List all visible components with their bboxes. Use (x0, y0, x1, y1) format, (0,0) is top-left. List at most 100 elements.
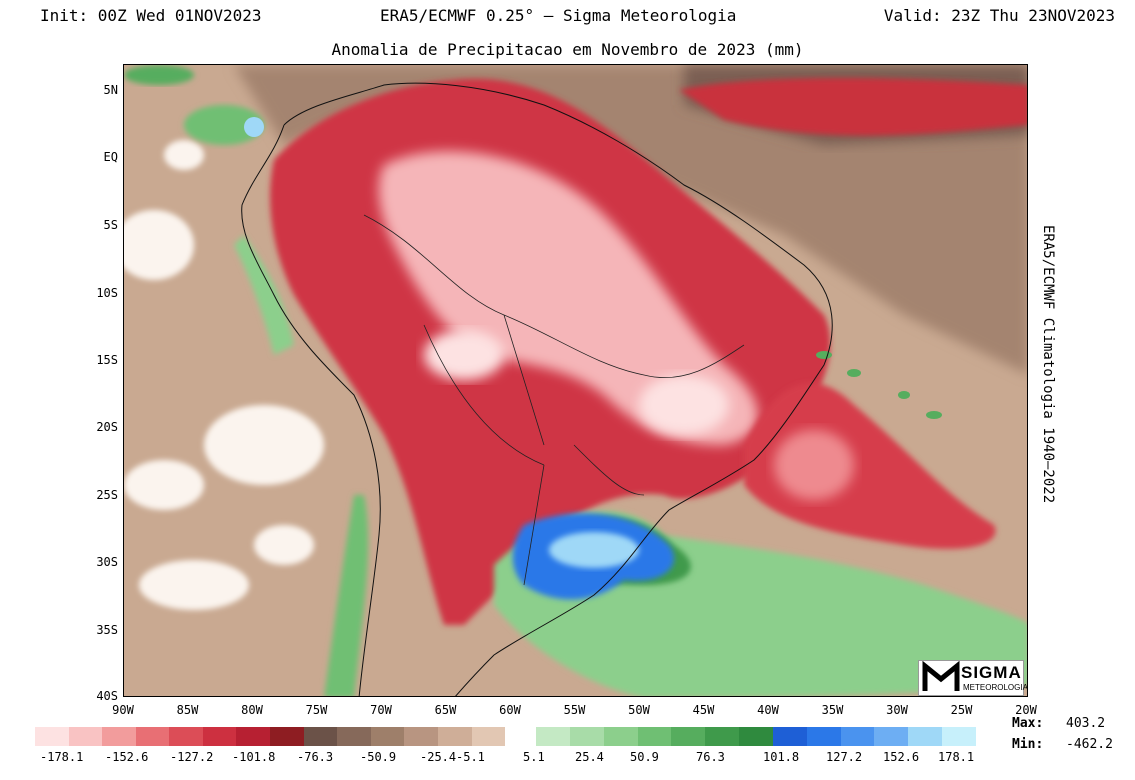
colorbar-positive-swatch (705, 727, 740, 746)
lat-tick-label: 35S (96, 623, 118, 637)
lon-tick-label: 85W (176, 703, 199, 717)
init-time-label: Init: 00Z Wed 01NOV2023 (40, 6, 262, 25)
lon-tick-label: 20W (1015, 703, 1037, 717)
lon-tick-label: 90W (112, 703, 134, 717)
positive-anomaly-northwest (184, 105, 264, 145)
lon-tick-label: 65W (434, 703, 457, 717)
lon-tick-label: 80W (241, 703, 263, 717)
lat-tick-label: EQ (103, 150, 118, 164)
colorbar-positive-label: 127.2 (826, 750, 863, 764)
andes-positive-strip-south (324, 495, 369, 696)
positive-dots-atlantic (816, 351, 942, 419)
colorbar-positive-label: 5.1 (523, 750, 545, 764)
coastline-east (283, 82, 833, 696)
atlantic-deficit-core (774, 430, 854, 500)
colorbar-positive-swatch (569, 727, 604, 746)
colorbar-positive-swatch (637, 727, 672, 746)
white-patches-pacific (124, 140, 324, 610)
colorbar-positive-label: 25.4 (575, 750, 604, 764)
min-value: -462.2 (1066, 737, 1113, 752)
lon-tick-label: 30W (886, 703, 908, 717)
lat-tick-label: 5N (103, 83, 118, 97)
precipitation-anomaly-map (123, 64, 1028, 697)
lon-tick-label: 70W (370, 703, 392, 717)
colorbar-negative-label: -25.4 (420, 750, 457, 764)
deficit-core-east (639, 375, 729, 435)
lon-tick-label: 55W (563, 703, 586, 717)
colorbar-positive-label: 178.1 (938, 750, 975, 764)
valid-time-label: Valid: 23Z Thu 23NOV2023 (883, 6, 1115, 25)
colorbar-positive-swatch (806, 727, 841, 746)
colorbar-negative-swatch (270, 727, 304, 746)
colorbar-negative-label: -5.1 (456, 750, 485, 764)
climatology-label: ERA5/ECMWF Climatologia 1940–2022 (1040, 225, 1056, 504)
lat-tick-label: 15S (96, 353, 118, 367)
colorbar-negative-label: -76.3 (297, 750, 334, 764)
map-title: Anomalia de Precipitacao em Novembro de … (331, 40, 804, 59)
colorbar-positive-label: 101.8 (763, 750, 800, 764)
colorbar-positive-swatch (874, 727, 909, 746)
positive-anomaly-top-left (124, 65, 194, 85)
atlantic-negative-anomaly (744, 382, 996, 549)
lat-tick-label: 25S (96, 488, 118, 502)
colorbar-negative-swatch (135, 727, 170, 746)
red-band-north-atlantic (679, 78, 1027, 136)
colorbar-negative-swatch (169, 727, 203, 746)
colorbar-negative-swatch (370, 727, 405, 746)
lon-tick-label: 45W (692, 703, 715, 717)
colorbar-positive-swatch (840, 727, 875, 746)
lat-tick-label: 10S (96, 286, 118, 300)
strong-deficit-core (378, 151, 758, 445)
colorbar-positive-swatch (942, 727, 976, 746)
colorbar-positive-swatch (603, 727, 638, 746)
colorbar-positive-swatch (536, 727, 570, 746)
colorbar-positive-label: 152.6 (883, 750, 920, 764)
map-canvas (124, 65, 1027, 696)
colorbar-negative-label: -178.1 (40, 750, 84, 764)
colorbar-negative-swatch (102, 727, 136, 746)
colorbar-negative-swatch (236, 727, 271, 746)
lat-tick-label: 20S (96, 420, 118, 434)
colorbar-negative-swatch (437, 727, 472, 746)
colorbar-negative-swatch (68, 727, 103, 746)
colorbar-positive-swatch (739, 727, 773, 746)
lon-tick-label: 25W (950, 703, 973, 717)
colorbar-negative-label: -127.2 (170, 750, 214, 764)
colorbar-positive-swatch (671, 727, 706, 746)
colorbar-negative (35, 727, 506, 746)
lat-tick-label: 30S (96, 555, 118, 569)
coastline-west (241, 124, 381, 696)
min-label: Min: (1012, 737, 1044, 752)
colorbar-negative-swatch (202, 727, 237, 746)
lat-tick-label: 40S (96, 689, 118, 703)
colorbar-negative-swatch (303, 727, 338, 746)
logo-text-small: METEOROLOGIA (963, 683, 1028, 692)
max-label: Max: (1012, 716, 1044, 731)
lon-tick-label: 75W (305, 703, 328, 717)
colorbar-positive-label: 76.3 (696, 750, 725, 764)
lon-tick-label: 50W (628, 703, 650, 717)
colorbar-positive-swatch (908, 727, 943, 746)
colorbar-positive-label: 50.9 (630, 750, 659, 764)
colorbar-negative-label: -50.9 (360, 750, 397, 764)
colorbar-negative-label: -152.6 (105, 750, 149, 764)
political-borders (363, 214, 745, 586)
colorbar-negative-label: -101.8 (232, 750, 276, 764)
colorbar-negative-swatch (35, 727, 69, 746)
colorbar-positive (536, 727, 976, 746)
positive-anomaly-peak (549, 532, 639, 568)
lon-tick-label: 40W (757, 703, 779, 717)
lon-tick-label: 35W (821, 703, 844, 717)
max-value: 403.2 (1066, 716, 1106, 731)
colorbar-negative-swatch (404, 727, 438, 746)
positive-max-northwest (244, 117, 264, 137)
model-source-label: ERA5/ECMWF 0.25° – Sigma Meteorologia (380, 6, 737, 25)
colorbar-positive-swatch (772, 727, 807, 746)
colorbar-negative-swatch (337, 727, 371, 746)
lat-tick-label: 5S (103, 218, 118, 232)
sigma-logo: SIGMA METEOROLOGIA (918, 660, 1028, 696)
lon-tick-label: 60W (499, 703, 521, 717)
andes-positive-strip-north (234, 235, 294, 355)
deficit-core-center (424, 330, 504, 380)
sigma-logo-icon (922, 661, 960, 691)
